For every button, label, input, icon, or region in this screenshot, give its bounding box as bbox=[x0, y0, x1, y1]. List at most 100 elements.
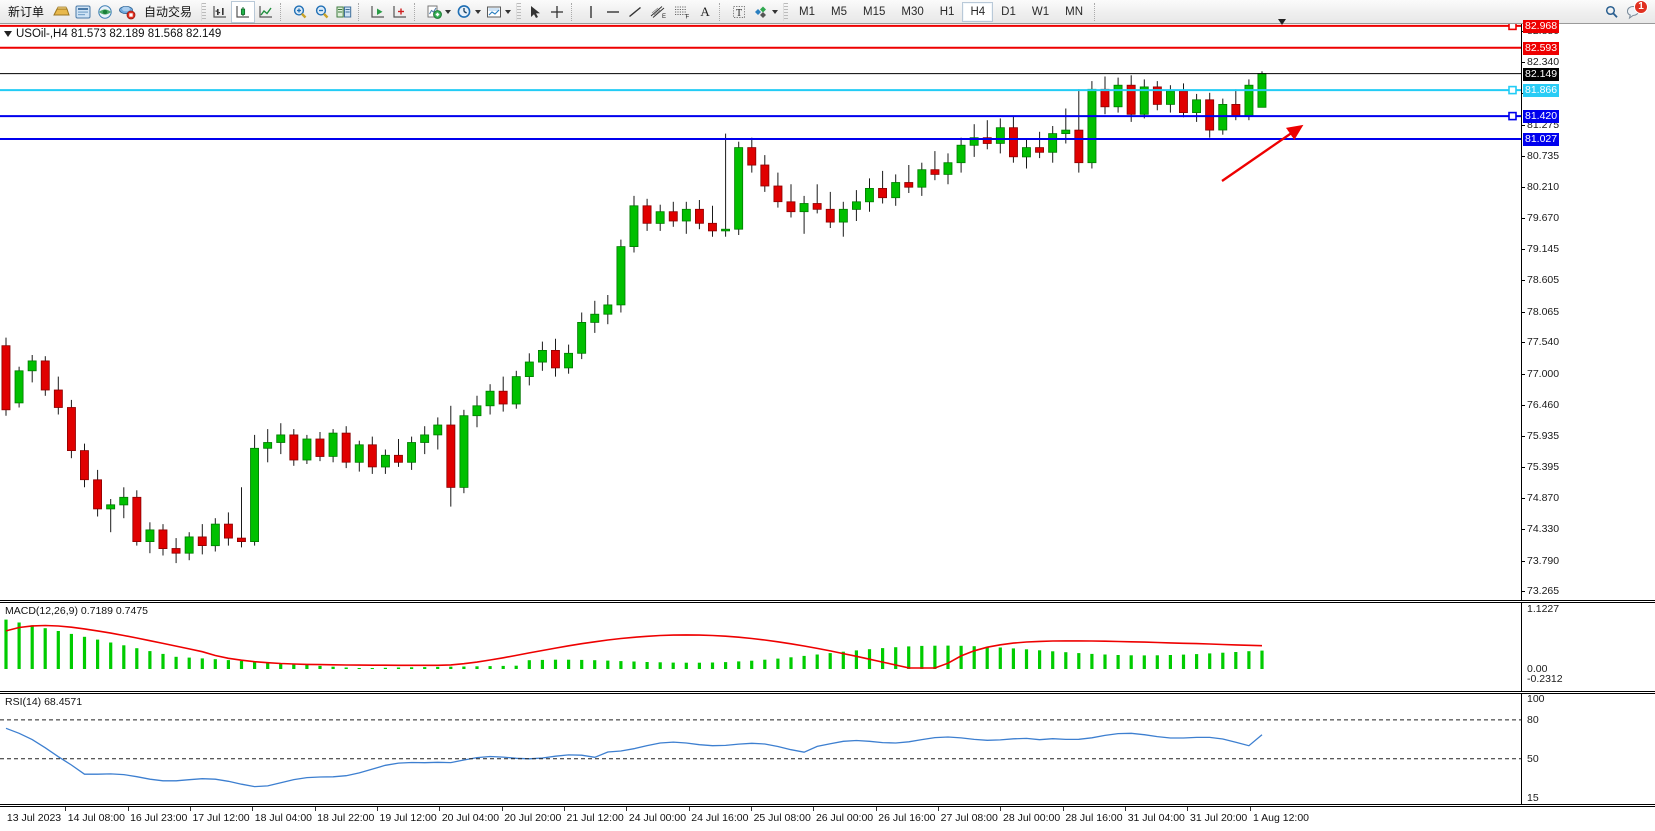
chevron-down-icon[interactable] bbox=[505, 9, 512, 14]
time-axis-separator bbox=[626, 807, 628, 811]
new-order-button[interactable]: 新订单 bbox=[2, 1, 50, 23]
price-axis-tickmark bbox=[1522, 248, 1525, 250]
time-axis-tick: 24 Jul 16:00 bbox=[691, 812, 749, 824]
time-axis-separator bbox=[1062, 807, 1064, 811]
collapse-icon[interactable] bbox=[4, 31, 12, 37]
price-pane[interactable]: USOil-,H4 81.573 82.189 81.568 82.149 82… bbox=[0, 19, 1655, 601]
price-level-chip-cyan-level[interactable]: 81.866 bbox=[1523, 84, 1560, 98]
price-axis-tick: 74.330 bbox=[1527, 523, 1560, 536]
gold-bar-icon[interactable] bbox=[50, 1, 72, 23]
toolbar-grip-3 bbox=[783, 2, 789, 21]
price-level-chip-resistance-lower[interactable]: 82.593 bbox=[1523, 41, 1560, 55]
timeframe-w1[interactable]: W1 bbox=[1031, 5, 1050, 18]
chevron-down-icon[interactable] bbox=[475, 9, 482, 14]
time-axis-tick: 20 Jul 04:00 bbox=[441, 812, 500, 824]
time-axis-tick: 17 Jul 12:00 bbox=[192, 812, 250, 824]
time-axis-tick: 18 Jul 22:00 bbox=[317, 812, 375, 824]
chart-shift-icon[interactable] bbox=[389, 1, 411, 23]
price-level-chip-blue-level-upper[interactable]: 81.420 bbox=[1523, 110, 1560, 124]
tile-windows-icon[interactable] bbox=[333, 1, 355, 23]
price-axis-tickmark bbox=[1522, 186, 1525, 188]
price-plot-area[interactable] bbox=[0, 24, 1521, 600]
search-icon[interactable] bbox=[1601, 1, 1623, 23]
timeframe-h1[interactable]: H1 bbox=[939, 5, 955, 18]
time-axis-separator bbox=[938, 807, 940, 811]
price-axis-tick: 79.670 bbox=[1527, 212, 1560, 225]
line-chart-icon[interactable] bbox=[255, 1, 277, 23]
horizontal-line-tool-icon[interactable] bbox=[602, 1, 624, 23]
price-level-chip-blue-level-lower[interactable]: 81.027 bbox=[1523, 132, 1560, 146]
time-axis-separator bbox=[127, 807, 129, 811]
rsi-axis: 100 80 50 15 bbox=[1521, 694, 1655, 804]
toolbar-separator-2 bbox=[358, 2, 364, 21]
period-separator-button[interactable] bbox=[453, 1, 483, 23]
time-axis-tick: 1 Aug 12:00 bbox=[1252, 812, 1310, 824]
time-axis-tick: 28 Jul 00:00 bbox=[1002, 812, 1061, 824]
macd-layer bbox=[4, 619, 1264, 669]
time-axis-separator bbox=[1000, 807, 1002, 811]
autotrading-label: 自动交易 bbox=[144, 5, 193, 19]
timeframe-m1[interactable]: M1 bbox=[799, 5, 816, 18]
autoscroll-icon[interactable] bbox=[367, 1, 389, 23]
notification-count-badge: 1 bbox=[1634, 0, 1648, 14]
add-indicator-button[interactable] bbox=[423, 1, 453, 23]
macd-plot-area[interactable] bbox=[0, 603, 1521, 691]
equidistant-channel-tool-icon[interactable]: E bbox=[646, 1, 670, 23]
objects-list-button[interactable] bbox=[750, 1, 780, 23]
time-axis-tick: 27 Jul 08:00 bbox=[940, 812, 998, 824]
price-axis-tickmark bbox=[1522, 435, 1525, 437]
templates-button[interactable] bbox=[483, 1, 513, 23]
price-axis-tickmark bbox=[1522, 405, 1525, 407]
price-axis-tickmark bbox=[1522, 467, 1525, 469]
timeframe-m30[interactable]: M30 bbox=[901, 5, 924, 18]
macd-axis: 1.1227 0.00 -0.2312 bbox=[1521, 603, 1655, 691]
candlestick-chart-icon[interactable] bbox=[231, 0, 256, 23]
fibonacci-tool-icon[interactable]: F bbox=[670, 1, 694, 23]
toolbar-separator-5 bbox=[719, 2, 725, 21]
time-axis-separator bbox=[314, 807, 316, 811]
time-axis-separator bbox=[439, 807, 441, 811]
timeframe-mn[interactable]: MN bbox=[1065, 5, 1083, 18]
text-tool-icon[interactable]: A bbox=[694, 1, 716, 23]
pane-caret-icon[interactable] bbox=[1278, 19, 1286, 43]
price-axis-tick: 80.210 bbox=[1527, 180, 1560, 193]
rsi-plot-area[interactable] bbox=[0, 694, 1521, 804]
timeframe-d1[interactable]: D1 bbox=[1001, 5, 1016, 18]
main-toolbar: 新订单 自动交易 bbox=[0, 0, 1655, 24]
bar-chart-icon[interactable] bbox=[209, 1, 231, 23]
time-axis-tick: 19 Jul 12:00 bbox=[379, 812, 437, 824]
crosshair-tool-icon[interactable] bbox=[546, 1, 568, 23]
chart-root[interactable]: USOil-,H4 81.573 82.189 81.568 82.149 82… bbox=[0, 19, 1655, 831]
vertical-line-tool-icon[interactable] bbox=[580, 1, 602, 23]
text-label-tool-icon[interactable]: T bbox=[728, 1, 750, 23]
trendline-tool-icon[interactable] bbox=[624, 1, 646, 23]
price-axis-tickmark bbox=[1522, 529, 1525, 531]
rsi-axis-tick: 80 bbox=[1527, 713, 1539, 726]
zoom-out-icon[interactable] bbox=[311, 1, 333, 23]
time-axis[interactable]: 13 Jul 2023 14 Jul 08:00 16 Jul 23:00 17 Ju… bbox=[0, 806, 1655, 831]
price-axis[interactable]: 82.88082.34081.81581.27580.73580.21079.6… bbox=[1521, 19, 1655, 600]
autotrading-button[interactable]: 自动交易 bbox=[138, 1, 198, 23]
price-axis-tickmark bbox=[1522, 156, 1525, 157]
time-axis-separator bbox=[252, 807, 254, 811]
chevron-down-icon[interactable] bbox=[772, 9, 779, 14]
notifications-icon[interactable]: 1 bbox=[1623, 0, 1648, 23]
timeframe-h4[interactable]: H4 bbox=[962, 1, 994, 22]
cursor-tool-icon[interactable] bbox=[524, 1, 546, 23]
price-axis-tick: 79.145 bbox=[1527, 242, 1560, 255]
price-axis-tick: 73.265 bbox=[1527, 585, 1560, 598]
terminal-icon[interactable] bbox=[72, 1, 94, 23]
rsi-pane[interactable]: RSI(14) 68.4571 100 80 50 15 bbox=[0, 693, 1655, 805]
globe-icon[interactable] bbox=[94, 1, 116, 23]
time-axis-separator bbox=[751, 807, 753, 811]
macd-pane[interactable]: MACD(12,26,9) 0.7189 0.7475 1.1227 0.00 -0… bbox=[0, 602, 1655, 692]
chevron-down-icon[interactable] bbox=[445, 9, 452, 14]
price-axis-tickmark bbox=[1522, 373, 1525, 375]
expert-advisor-button[interactable] bbox=[116, 1, 138, 23]
timeframe-m5[interactable]: M5 bbox=[831, 5, 847, 18]
price-level-chip-resistance-upper[interactable]: 82.968 bbox=[1523, 19, 1560, 33]
zoom-in-icon[interactable] bbox=[289, 1, 311, 23]
timeframe-m15[interactable]: M15 bbox=[863, 5, 886, 18]
price-level-chip-last-price[interactable]: 82.149 bbox=[1523, 67, 1560, 81]
price-axis-tick: 77.000 bbox=[1527, 367, 1560, 380]
